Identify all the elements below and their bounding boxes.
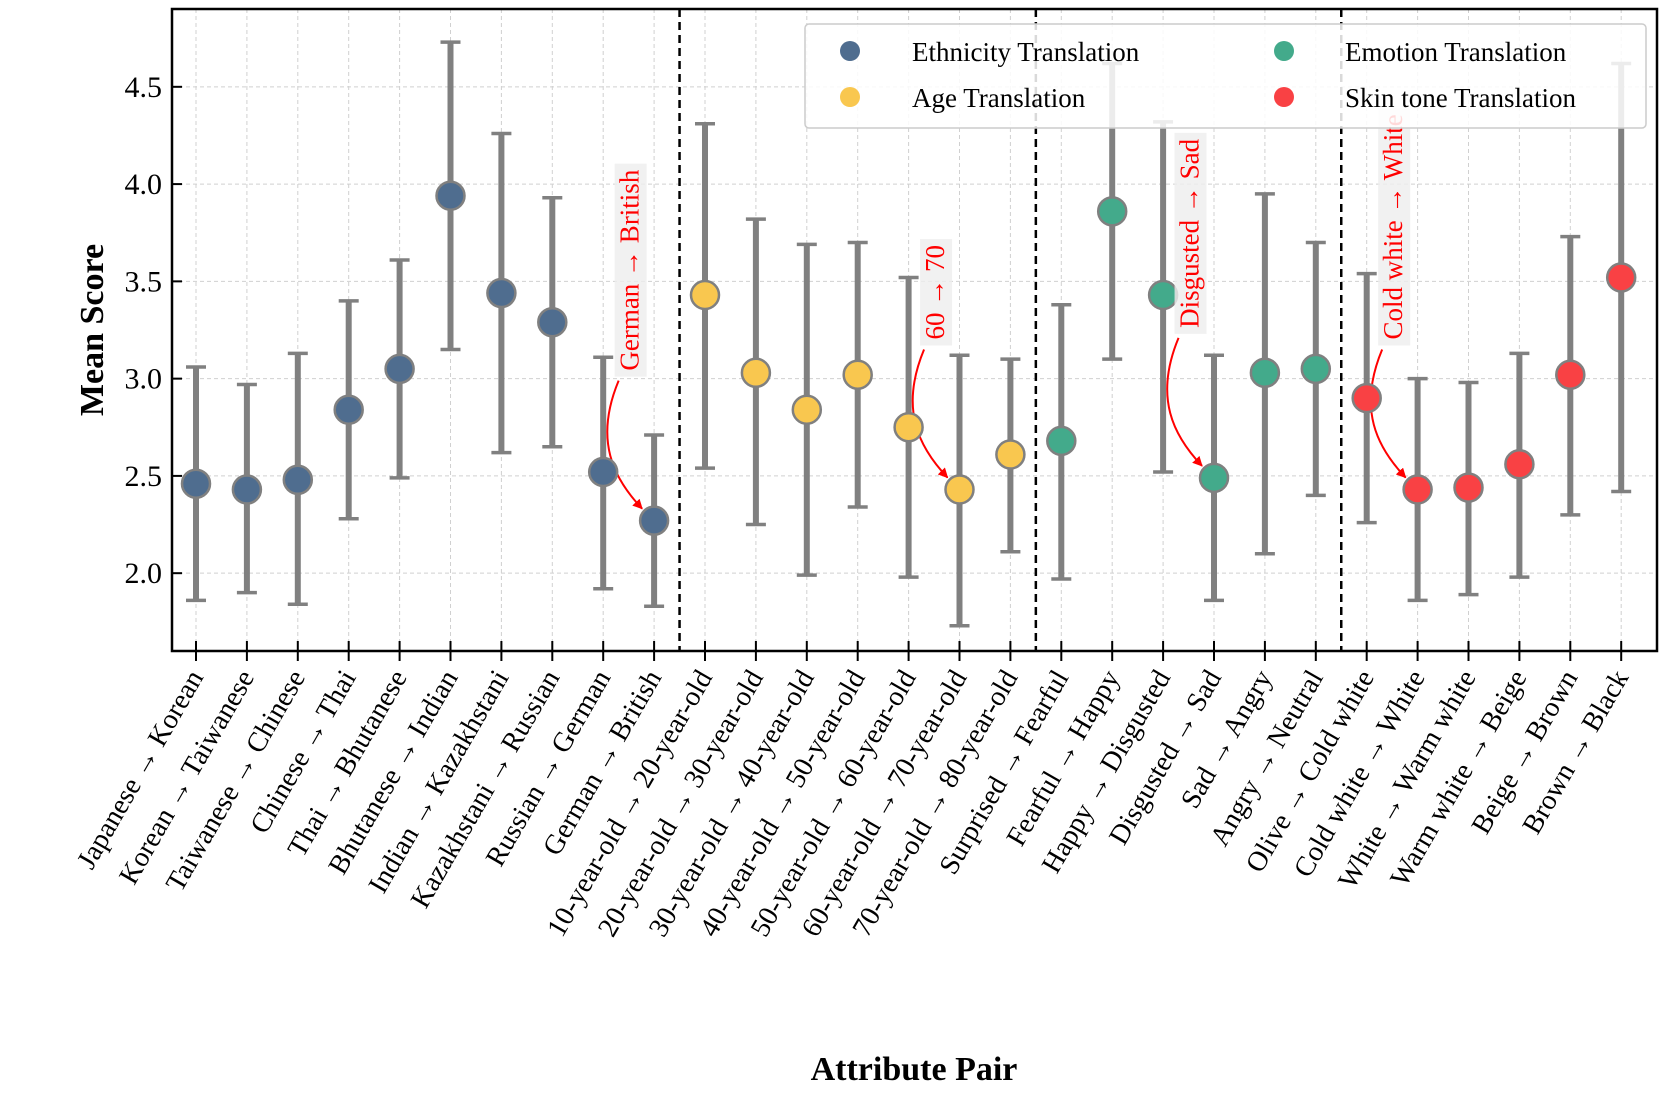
data-point <box>995 439 1026 470</box>
y-tick-label: 4.5 <box>125 71 163 104</box>
annotation-label: 60 → 70 <box>920 245 950 340</box>
legend-marker-emotion <box>1274 41 1294 61</box>
annotation-arrow <box>1166 337 1203 467</box>
data-points <box>180 180 1637 536</box>
y-axis-title: Mean Score <box>74 244 111 416</box>
data-point <box>944 474 975 505</box>
legend-marker-ethnicity <box>840 41 860 61</box>
legend-label-age: Age Translation <box>912 83 1086 113</box>
data-point <box>435 180 466 212</box>
data-point <box>180 468 212 499</box>
annotation-arrow <box>606 380 643 510</box>
legend-label-skin-tone: Skin tone Translation <box>1345 83 1577 113</box>
annotation-label: German → British <box>615 169 645 370</box>
annotation-label: Cold white → White <box>1378 114 1408 339</box>
y-tick-label: 4.0 <box>125 168 163 201</box>
data-point <box>740 357 772 389</box>
data-point <box>1351 382 1382 414</box>
y-tick-label: 2.5 <box>125 460 163 493</box>
annotation: German → British <box>614 163 647 377</box>
legend-label-ethnicity: Ethnicity Translation <box>912 37 1140 67</box>
data-point <box>537 306 568 338</box>
data-point <box>1198 462 1230 494</box>
data-point <box>791 394 823 426</box>
data-point <box>333 394 364 426</box>
data-point <box>486 277 517 309</box>
data-point <box>231 474 263 505</box>
y-tick-label: 3.0 <box>125 363 163 396</box>
data-point <box>1249 357 1281 389</box>
annotation: 60 → 70 <box>920 239 953 346</box>
data-point <box>587 456 619 488</box>
data-point <box>842 359 873 390</box>
data-point <box>638 505 670 536</box>
annotations: German → British 60 → 70 Disgusted → Sad Co… <box>614 108 1411 377</box>
legend-label-emotion: Emotion Translation <box>1345 37 1567 67</box>
legend: Ethnicity Translation Age Translation Em… <box>804 23 1647 129</box>
y-tick-label: 3.5 <box>125 265 163 298</box>
data-point <box>1555 359 1586 390</box>
data-point <box>1453 472 1484 503</box>
data-point <box>1096 196 1128 227</box>
annotation-label-background <box>1174 132 1207 334</box>
annotation-arrow <box>911 349 949 479</box>
data-point <box>1402 474 1433 505</box>
data-point <box>1046 425 1077 457</box>
annotation-label-background <box>1378 108 1411 346</box>
y-axis-ticks: 2.0 2.5 3.0 3.5 4.0 4.5 <box>125 71 182 590</box>
plot-frame <box>170 7 1659 653</box>
x-axis-title: Attribute Pair <box>811 1051 1018 1088</box>
annotation: Disgusted → Sad <box>1174 132 1207 334</box>
annotation-label-background <box>614 163 647 377</box>
annotation-label: Disgusted → Sad <box>1175 138 1205 328</box>
y-tick-label: 2.0 <box>125 557 163 590</box>
annotation-label-background <box>920 239 953 346</box>
legend-marker-age <box>840 87 860 107</box>
data-point <box>282 464 314 496</box>
annotation: Cold white → White <box>1378 108 1411 346</box>
data-point <box>384 353 415 385</box>
data-point <box>689 279 721 311</box>
legend-marker-skin-tone <box>1274 87 1294 107</box>
annotation-arrows <box>606 337 1407 510</box>
annotation-arrow <box>1369 349 1407 479</box>
data-point <box>1605 262 1637 293</box>
data-point <box>893 412 924 443</box>
legend-box <box>804 23 1647 129</box>
data-point <box>1147 279 1179 311</box>
data-point <box>1504 448 1535 480</box>
data-point <box>1300 353 1332 385</box>
